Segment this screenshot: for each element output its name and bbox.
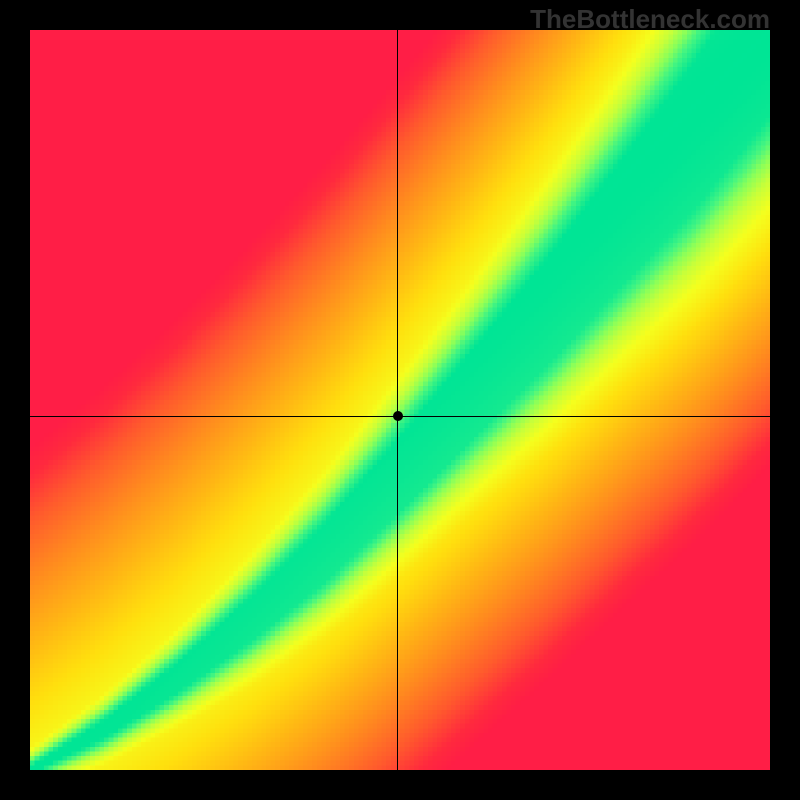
crosshair-vertical [397,30,398,770]
watermark-text: TheBottleneck.com [530,4,770,35]
crosshair-marker [393,411,403,421]
heatmap-canvas [30,30,770,770]
chart-container: TheBottleneck.com [0,0,800,800]
